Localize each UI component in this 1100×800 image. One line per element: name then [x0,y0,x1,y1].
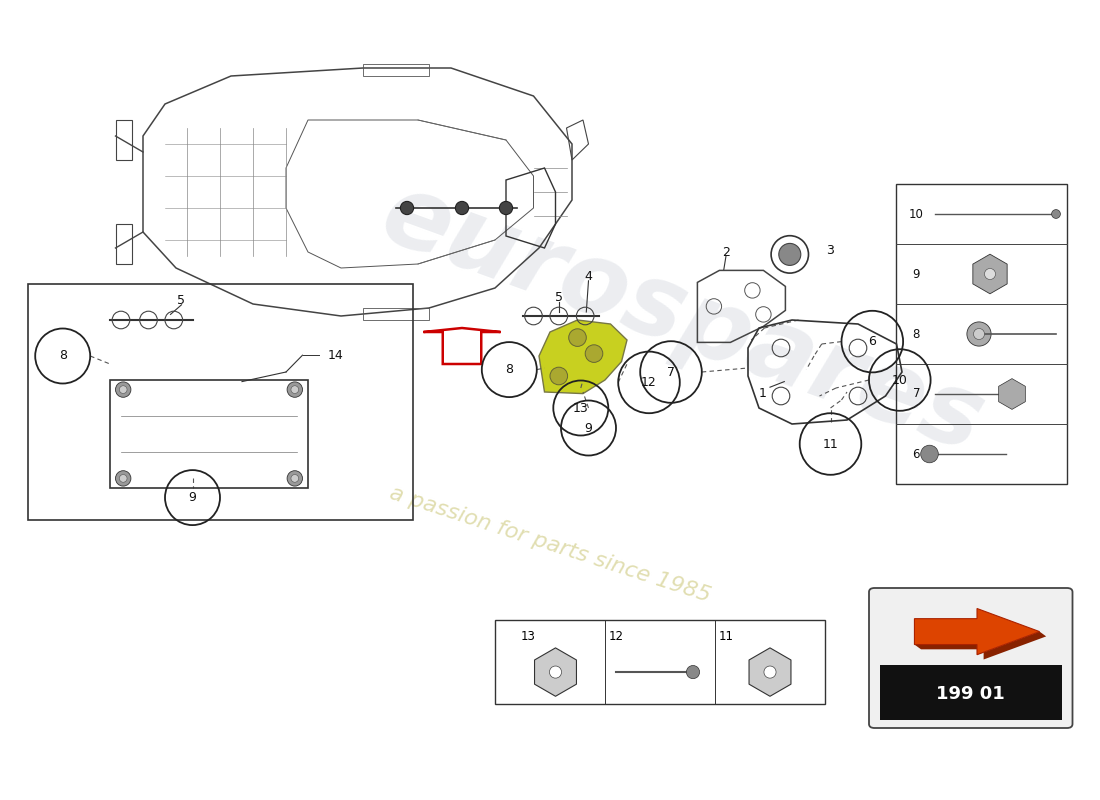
Text: 13: 13 [520,630,536,643]
Text: 7: 7 [667,366,675,378]
Text: 3: 3 [826,244,835,257]
Text: 8: 8 [913,327,920,341]
Ellipse shape [550,367,568,385]
Text: 12: 12 [641,376,657,389]
Ellipse shape [984,269,996,279]
Text: 11: 11 [823,438,838,450]
Text: 13: 13 [573,402,588,414]
Ellipse shape [120,474,127,482]
Ellipse shape [287,382,303,398]
Text: 4: 4 [584,270,593,282]
Ellipse shape [287,470,303,486]
Ellipse shape [1052,210,1060,218]
Text: eurospares: eurospares [368,166,996,474]
Bar [896,184,1067,484]
Ellipse shape [290,474,299,482]
Text: 9: 9 [913,267,920,281]
Bar [28,284,412,520]
Ellipse shape [400,202,414,214]
Ellipse shape [550,666,561,678]
Text: 5: 5 [177,294,186,306]
Ellipse shape [974,329,984,339]
Ellipse shape [764,666,777,678]
Bar [880,665,1062,720]
Ellipse shape [967,322,991,346]
Text: 14: 14 [328,349,343,362]
Polygon shape [539,320,627,394]
Ellipse shape [290,386,299,394]
Polygon shape [914,632,1046,659]
Ellipse shape [499,202,513,214]
Polygon shape [914,609,1040,654]
Ellipse shape [779,243,801,266]
Polygon shape [749,648,791,696]
Ellipse shape [116,470,131,486]
Ellipse shape [686,666,700,678]
Ellipse shape [921,445,938,462]
Text: 5: 5 [554,291,563,304]
Text: 199 01: 199 01 [936,685,1005,702]
Text: a passion for parts since 1985: a passion for parts since 1985 [387,482,713,606]
Text: 1: 1 [758,387,767,400]
Bar [495,620,825,704]
Text: 11: 11 [718,630,734,643]
Polygon shape [972,254,1008,294]
Text: 9: 9 [188,491,197,504]
Ellipse shape [116,382,131,398]
Text: 7: 7 [913,387,920,401]
Text: 6: 6 [913,447,920,461]
Text: 10: 10 [892,374,907,386]
Text: 10: 10 [909,207,924,221]
Text: 9: 9 [584,422,593,434]
FancyBboxPatch shape [869,588,1072,728]
Ellipse shape [120,386,127,394]
Text: 12: 12 [608,630,624,643]
Text: 2: 2 [722,246,730,258]
Polygon shape [999,378,1025,410]
Polygon shape [535,648,576,696]
Ellipse shape [455,202,469,214]
Ellipse shape [585,345,603,362]
Ellipse shape [569,329,586,346]
Text: 8: 8 [58,350,67,362]
Text: 6: 6 [868,335,877,348]
Text: 8: 8 [505,363,514,376]
